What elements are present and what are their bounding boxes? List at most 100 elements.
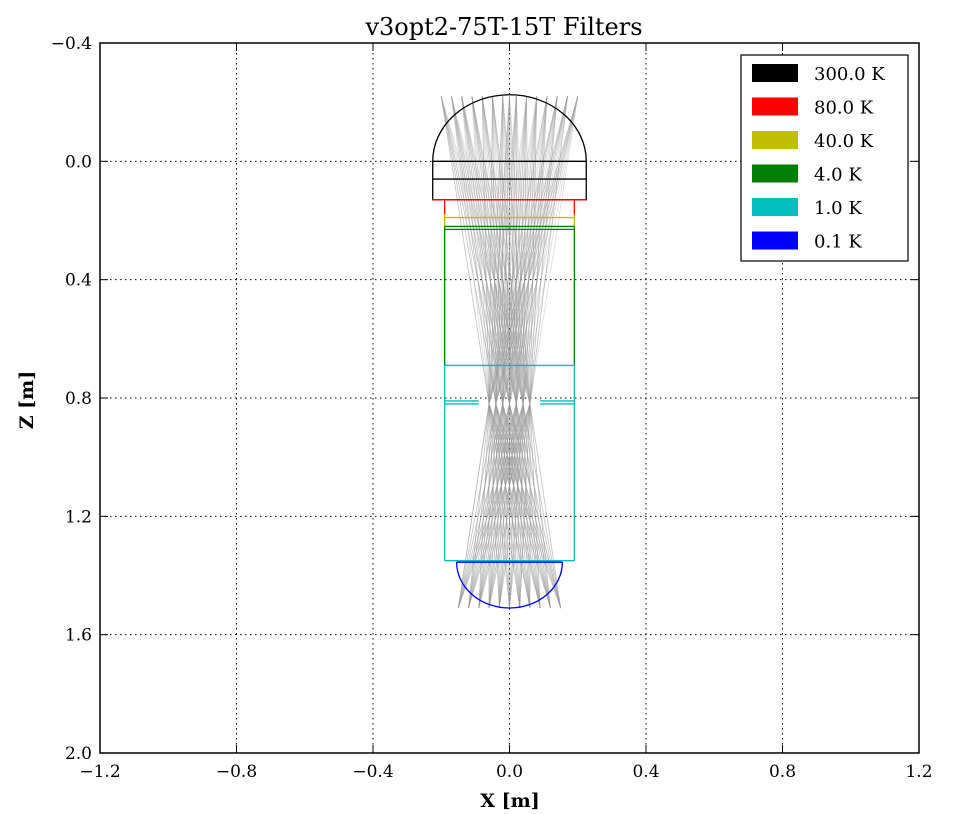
light-ray [481,96,521,609]
light-ray [502,96,551,609]
legend-swatch [752,164,798,183]
y-tick-label: 0.0 [65,152,92,172]
light-ray [461,96,531,609]
light-ray [495,96,527,609]
x-tick-label: −0.8 [216,762,257,782]
light-ray [522,96,558,609]
light-ray [488,96,562,609]
light-ray [495,96,562,609]
light-ray [451,96,521,609]
light-ray [509,96,558,609]
x-tick-label: −0.4 [352,762,393,782]
light-ray [471,96,500,609]
light-ray [509,96,531,609]
light-ray [478,96,579,609]
legend-label: 0.1 K [814,232,862,253]
light-ray [440,96,531,609]
light-ray [488,96,527,609]
light-ray [519,96,579,609]
light-ray [440,96,510,609]
light-ray [471,96,562,609]
light-ray [509,96,531,609]
light-ray [481,96,490,609]
light-ray [502,96,531,609]
light-ray [451,96,531,609]
light-ray [498,96,568,609]
x-tick-label: 0.0 [496,762,523,782]
light-ray [468,96,527,609]
y-tick-label: −0.4 [51,34,92,54]
x-axis-label: X [m] [480,790,539,812]
light-ray [471,96,541,609]
light-ray [468,96,517,609]
light-ray [440,96,504,609]
legend-label: 300.0 K [814,64,885,85]
light-ray [492,96,541,609]
light-ray [509,96,579,609]
light-ray [481,96,551,609]
light-ray [502,96,524,609]
light-ray [440,96,517,609]
light-ray [481,96,500,609]
light-ray [457,96,510,609]
light-ray [457,96,517,609]
light-ray [529,96,558,609]
light-ray [488,96,541,609]
legend-swatch [752,64,798,82]
light-ray [495,96,531,609]
light-ray [488,96,504,609]
light-ray [495,96,579,609]
light-ray [478,96,531,609]
light-ray [468,96,548,609]
light-ray [495,96,568,609]
light-ray [461,96,510,609]
light-ray [488,96,527,609]
light-ray [468,96,538,609]
light-ray [471,96,531,609]
legend-swatch [752,231,798,250]
light-ray [440,96,562,609]
x-tick-label: 0.8 [769,762,796,782]
light-ray [515,96,551,609]
light-ray [515,96,548,609]
light-ray [461,96,510,609]
light-ray [522,96,548,609]
light-ray [451,96,504,609]
light-ray [457,96,527,609]
light-ray [519,96,568,609]
light-ray [515,96,558,609]
light-ray [481,96,541,609]
light-ray [478,96,517,609]
light-ray [509,96,541,609]
light-ray [498,96,579,609]
light-ray [471,96,521,609]
stage-1-0-k [444,364,575,562]
light-ray [457,96,568,609]
light-ray [522,96,551,609]
light-ray [488,96,579,609]
legend-swatch [752,131,798,149]
light-ray [468,96,531,609]
light-ray [451,96,497,609]
y-tick-label: 1.2 [65,507,92,527]
legend-label: 40.0 K [814,131,874,152]
light-ray [461,96,562,609]
light-ray [461,96,551,609]
light-ray [468,96,568,609]
light-ray [502,96,548,609]
light-ray [457,96,579,609]
light-ray [451,96,517,609]
light-ray [509,96,551,609]
light-ray [488,96,521,609]
chart-title: v3opt2-75T-15T Filters [364,13,642,41]
x-tick-label: −1.2 [79,762,120,782]
light-ray [461,96,517,609]
light-ray [502,96,541,609]
light-ray [461,96,524,609]
y-tick-label: 1.6 [65,626,92,646]
light-ray [509,96,579,609]
light-ray [478,96,493,609]
light-ray [461,96,541,609]
light-ray [471,96,531,609]
light-ray [468,96,558,609]
